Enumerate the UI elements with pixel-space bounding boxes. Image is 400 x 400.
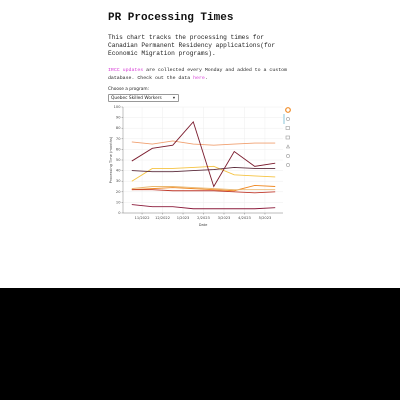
tool-select[interactable] bbox=[286, 144, 290, 149]
x-axis-label: Date bbox=[199, 223, 208, 227]
series-line bbox=[131, 204, 276, 210]
data-link[interactable]: here bbox=[193, 76, 205, 81]
y-tick-label: 20 bbox=[116, 190, 121, 194]
y-tick-label: 40 bbox=[116, 169, 121, 173]
series-line bbox=[131, 165, 276, 182]
series-line bbox=[131, 184, 276, 192]
note: IRCC updates are collected every Monday … bbox=[108, 67, 294, 83]
program-select[interactable]: Quebec Skilled Workers bbox=[108, 94, 179, 103]
tool-box[interactable] bbox=[285, 135, 290, 140]
toolbar bbox=[283, 107, 291, 167]
x-tick-label: 2/2023 bbox=[197, 216, 210, 220]
x-tick-label: 4/2023 bbox=[238, 216, 251, 220]
series-line bbox=[131, 120, 276, 188]
selector-label: Choose a program: bbox=[108, 87, 150, 92]
ircc-link[interactable]: IRCC updates bbox=[108, 68, 144, 73]
intro-text: This chart tracks the processing times f… bbox=[108, 34, 276, 57]
series-line bbox=[131, 166, 276, 173]
x-tick-label: 1/2023 bbox=[177, 216, 190, 220]
page-title: PR Processing Times bbox=[108, 12, 234, 24]
chart: 0 10 20 30 40 50 60 70 80 90 100 11/2022 12/2022 1/20… bbox=[109, 105, 291, 227]
blank-area bbox=[0, 288, 400, 400]
y-tick-label: 10 bbox=[116, 200, 121, 204]
tool-help[interactable] bbox=[286, 163, 290, 167]
y-tick-label: 70 bbox=[116, 137, 121, 141]
tool-pan[interactable] bbox=[286, 117, 290, 121]
y-tick-label: 0 bbox=[118, 211, 121, 215]
series-line bbox=[131, 186, 276, 191]
note-text: are collected every Monday and added to … bbox=[108, 68, 288, 81]
y-tick-label: 30 bbox=[116, 179, 121, 183]
x-tick-label: 11/2022 bbox=[135, 216, 150, 220]
logo[interactable] bbox=[285, 107, 291, 113]
y-tick-label: 90 bbox=[116, 116, 121, 120]
y-tick-label: 50 bbox=[116, 158, 121, 162]
series-line bbox=[131, 140, 276, 146]
x-tick-label: 3/2023 bbox=[218, 216, 231, 220]
tool-zoom[interactable] bbox=[285, 126, 290, 130]
y-tick-label: 80 bbox=[116, 126, 121, 130]
note-end: . bbox=[204, 76, 208, 81]
x-tick-label: 5/2023 bbox=[259, 216, 272, 220]
tool-reset[interactable] bbox=[286, 154, 290, 158]
y-axis-label: Processing Time (months) bbox=[109, 136, 113, 183]
series-line bbox=[131, 189, 276, 194]
y-tick-label: 60 bbox=[116, 147, 121, 151]
y-tick-label: 100 bbox=[114, 105, 122, 109]
x-tick-label: 12/2022 bbox=[155, 216, 170, 220]
